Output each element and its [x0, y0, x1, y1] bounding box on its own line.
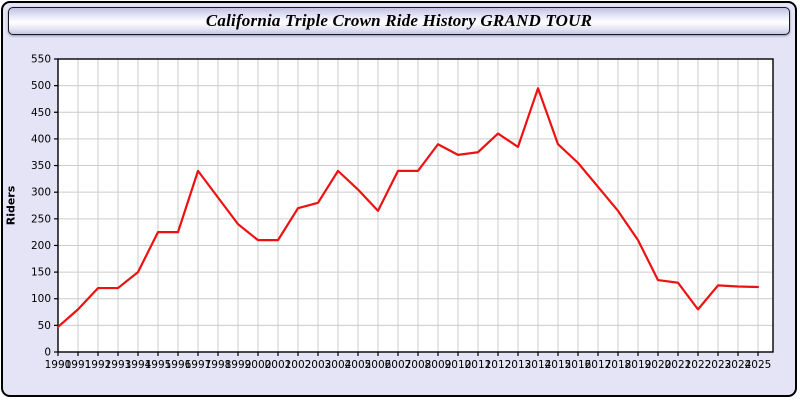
x-tick-label: 2004: [325, 359, 352, 371]
x-tick-label: 2012: [485, 359, 512, 371]
x-tick-label: 2001: [265, 359, 292, 371]
x-tick-label: 2009: [425, 359, 452, 371]
y-tick-label: 550: [31, 54, 51, 66]
y-tick-label: 450: [31, 107, 51, 119]
x-tick-label: 1996: [165, 359, 192, 371]
x-tick-label: 1998: [205, 359, 232, 371]
x-tick-label: 1993: [105, 359, 132, 371]
x-tick-label: 2007: [385, 359, 412, 371]
x-tick-label: 1999: [225, 359, 252, 371]
x-tick-label: 2015: [545, 359, 572, 371]
y-tick-label: 50: [38, 320, 51, 332]
x-tick-label: 2002: [285, 359, 312, 371]
ride-history-chart: 1990 1991 1992 1993 1994 1995 1996 1997 1998 1999…: [3, 3, 795, 395]
x-tick-label: 2020: [645, 359, 672, 371]
y-tick-label: 350: [31, 160, 51, 172]
x-tick-label: 2016: [565, 359, 592, 371]
y-tick-label: 500: [31, 80, 51, 92]
x-tick-label: 2014: [525, 359, 552, 371]
plot-border: [57, 58, 774, 353]
x-tick-label: 2024: [725, 359, 752, 371]
y-tick-label: 250: [31, 213, 51, 225]
chart-title-bar: California Triple Crown Ride History GRA…: [8, 7, 790, 35]
y-tick-label: 0: [44, 347, 51, 359]
x-tick-label: 2006: [365, 359, 392, 371]
y-tick-label: 300: [31, 187, 51, 199]
x-tick-label: 2000: [245, 359, 272, 371]
x-tick-label: 2003: [305, 359, 332, 371]
x-tick-label: 2005: [345, 359, 372, 371]
chart-title: California Triple Crown Ride History GRA…: [205, 11, 593, 30]
x-tick-label: 1994: [125, 359, 152, 371]
y-tick-label: 150: [31, 267, 51, 279]
x-tick-label: 2025: [745, 359, 772, 371]
plot-background: [58, 59, 773, 352]
x-tick-label: 2018: [605, 359, 632, 371]
riders-series-line: [56, 87, 760, 329]
y-tick-label: 200: [31, 240, 51, 252]
x-tick-label: 2021: [665, 359, 692, 371]
x-tick-label: 1997: [185, 359, 212, 371]
x-tick-label: 2023: [705, 359, 732, 371]
x-tick-label: 1990: [45, 359, 72, 371]
x-tick-label: 2017: [585, 359, 612, 371]
x-tick-label: 2010: [445, 359, 472, 371]
x-tick-label: 2019: [625, 359, 652, 371]
y-tick-label: 100: [31, 293, 51, 305]
y-axis-title: Riders: [4, 185, 18, 226]
x-tick-label: 2022: [685, 359, 712, 371]
x-tick-label: 1992: [85, 359, 112, 371]
x-tick-label: 2011: [465, 359, 492, 371]
x-tick-label: 1991: [65, 359, 92, 371]
y-tick-label: 400: [31, 133, 51, 145]
x-tick-label: 2008: [405, 359, 432, 371]
x-tick-label: 1995: [145, 359, 172, 371]
chart-canvas: 1990199119921993199419951996199719981999…: [31, 54, 774, 371]
x-tick-label: 2013: [505, 359, 532, 371]
